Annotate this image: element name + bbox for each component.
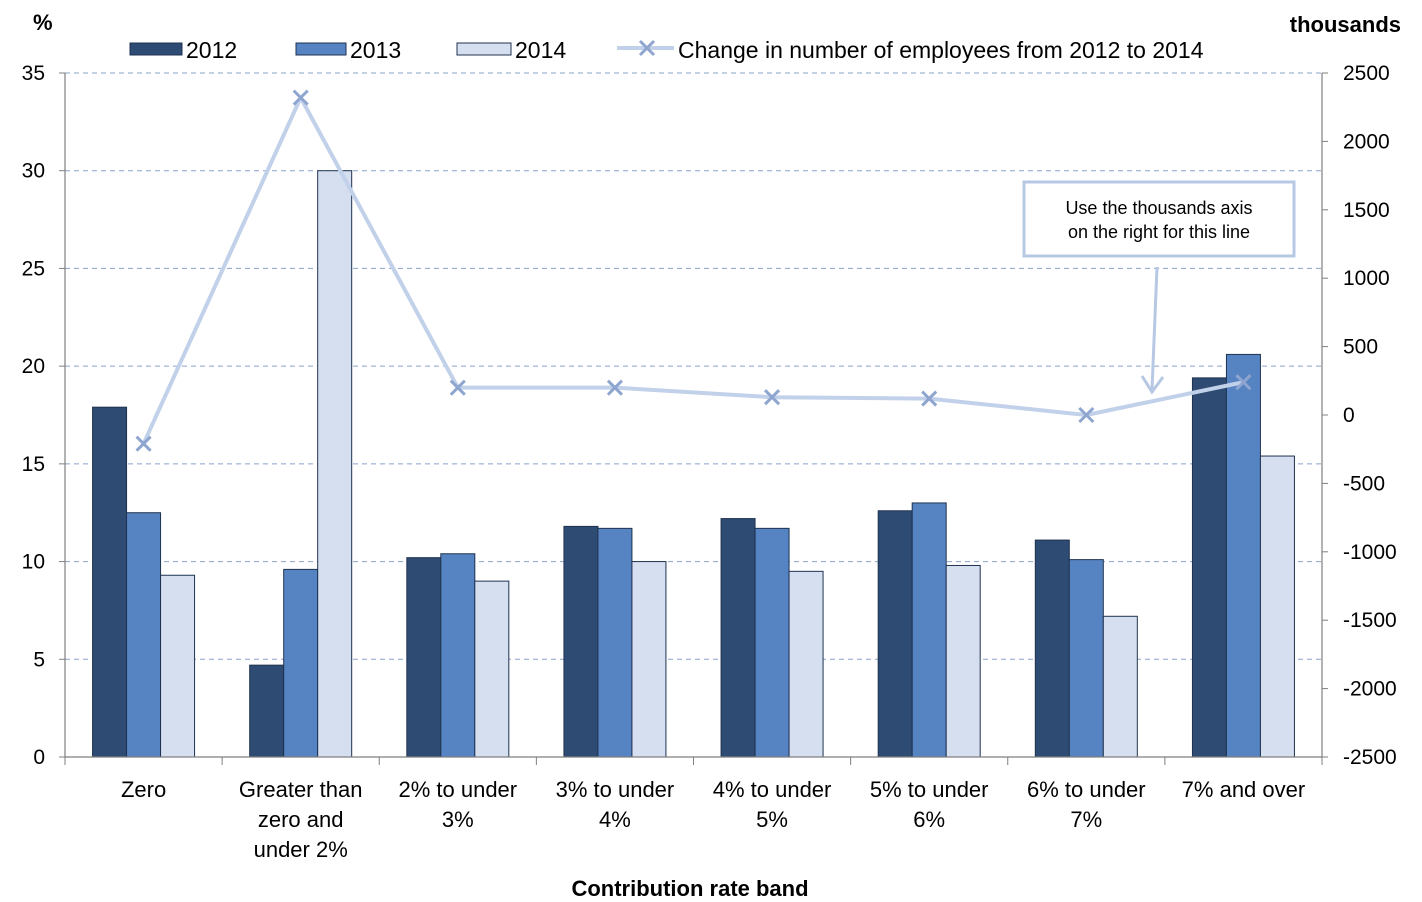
right-tick-label: 1500 <box>1343 199 1390 222</box>
bar-2013 <box>126 512 162 758</box>
legend-label-2012: 2012 <box>186 37 237 63</box>
category-label: 5% to under 6% <box>870 777 989 832</box>
marker-stroke <box>921 390 938 407</box>
left-tick-label: 0 <box>33 746 45 769</box>
line-point-marker <box>292 89 309 106</box>
bar-2012 <box>249 664 285 758</box>
bar-2012 <box>563 525 599 758</box>
x-axis-title: Contribution rate band <box>571 876 808 901</box>
right-tick-label: 2000 <box>1343 130 1390 153</box>
legend-label-change: Change in number of employees from 2012 … <box>678 37 1204 63</box>
bar-2012 <box>1034 539 1070 758</box>
category-label: 3% to under 4% <box>556 777 675 832</box>
category-labels: Zero Greater than zero and under 2% 2% to un… <box>121 777 1305 862</box>
category-label: 4% to under 5% <box>713 777 832 832</box>
annotation-callout: Use the thousands axis on the right for t… <box>1022 180 1296 395</box>
legend: 2012 2013 2014 Change in number of employee… <box>129 37 1204 63</box>
gridlines <box>65 72 1322 660</box>
legend-swatch-2012 <box>129 42 183 56</box>
line-point-marker <box>921 390 938 407</box>
bars-layer <box>92 170 1295 758</box>
left-axis-ticks: 0 5 10 15 20 25 30 35 <box>22 62 65 769</box>
bar-2014 <box>317 170 353 758</box>
left-tick-label: 10 <box>22 551 45 574</box>
right-tick-label: 500 <box>1343 336 1378 359</box>
legend-swatch-2013 <box>295 42 347 56</box>
left-tick-label: 25 <box>22 257 45 280</box>
line-point-marker <box>1078 406 1095 424</box>
left-tick-label: 5 <box>33 648 45 671</box>
bar-2013 <box>1068 559 1104 758</box>
bar-2014 <box>945 564 981 758</box>
bar-2014 <box>1102 615 1138 758</box>
callout-arrow-shaft <box>1150 266 1159 391</box>
category-label: 6% to under 7% <box>1027 777 1146 832</box>
line-series-layer <box>135 89 1252 452</box>
left-tick-label: 30 <box>22 160 45 183</box>
bar-2014 <box>160 574 196 758</box>
marker-stroke <box>764 389 781 406</box>
marker-stroke <box>606 379 623 396</box>
category-label: Greater than zero and under 2% <box>239 777 363 862</box>
bar-2012 <box>720 518 756 758</box>
bar-2013 <box>1225 353 1261 758</box>
right-axis-title: thousands <box>1290 12 1401 37</box>
bar-2013 <box>283 568 319 758</box>
callout-text: Use the thousands axis on the right for t… <box>1065 198 1252 242</box>
legend-label-2014: 2014 <box>515 37 566 63</box>
category-label: 2% to under 3% <box>398 777 517 832</box>
line-point-marker <box>135 435 152 452</box>
bar-2014 <box>788 570 824 758</box>
right-tick-label: 2500 <box>1343 62 1390 85</box>
bar-2012 <box>92 406 128 758</box>
line-point-marker <box>1235 374 1252 391</box>
marker-stroke <box>1235 374 1252 391</box>
bar-2013 <box>440 553 476 758</box>
line-point-marker <box>449 379 466 396</box>
legend-swatch-2014 <box>456 42 512 56</box>
bar-2013 <box>597 527 633 758</box>
right-tick-label: -2000 <box>1343 678 1397 701</box>
right-tick-label: 0 <box>1343 404 1355 427</box>
line-series-path <box>141 95 1244 445</box>
bar-2013 <box>754 527 790 758</box>
left-tick-label: 15 <box>22 453 45 476</box>
right-tick-label: -1500 <box>1343 609 1397 632</box>
line-point-marker <box>764 389 781 406</box>
left-tick-label: 20 <box>22 355 45 378</box>
right-axis-ticks: -2500 -2000 -1500 -1000 -500 0 500 1000 1500 2000… <box>1322 62 1397 769</box>
category-label: 7% and over <box>1182 777 1306 802</box>
marker-stroke <box>1078 406 1095 424</box>
right-tick-label: -2500 <box>1343 746 1397 769</box>
bar-2012 <box>877 510 913 758</box>
marker-stroke <box>449 379 466 396</box>
bar-2013 <box>911 502 947 758</box>
bar-2014 <box>474 580 510 758</box>
right-tick-label: -1000 <box>1343 541 1397 564</box>
marker-stroke <box>135 435 152 452</box>
bar-2014 <box>631 561 667 758</box>
line-point-marker <box>606 379 623 396</box>
axes-layer <box>64 73 1323 765</box>
bar-2012 <box>406 557 442 758</box>
bar-2014 <box>1259 455 1295 758</box>
bar-2012 <box>1191 377 1227 758</box>
left-axis-title: % <box>33 10 53 35</box>
category-label: Zero <box>121 777 166 802</box>
marker-stroke <box>292 89 309 106</box>
legend-marker <box>638 39 656 57</box>
legend-label-2013: 2013 <box>350 37 401 63</box>
callout-box <box>1022 180 1296 258</box>
callout-arrow-head <box>1140 375 1165 395</box>
right-tick-label: -500 <box>1343 472 1385 495</box>
right-tick-label: 1000 <box>1343 267 1390 290</box>
left-tick-label: 35 <box>22 62 45 85</box>
